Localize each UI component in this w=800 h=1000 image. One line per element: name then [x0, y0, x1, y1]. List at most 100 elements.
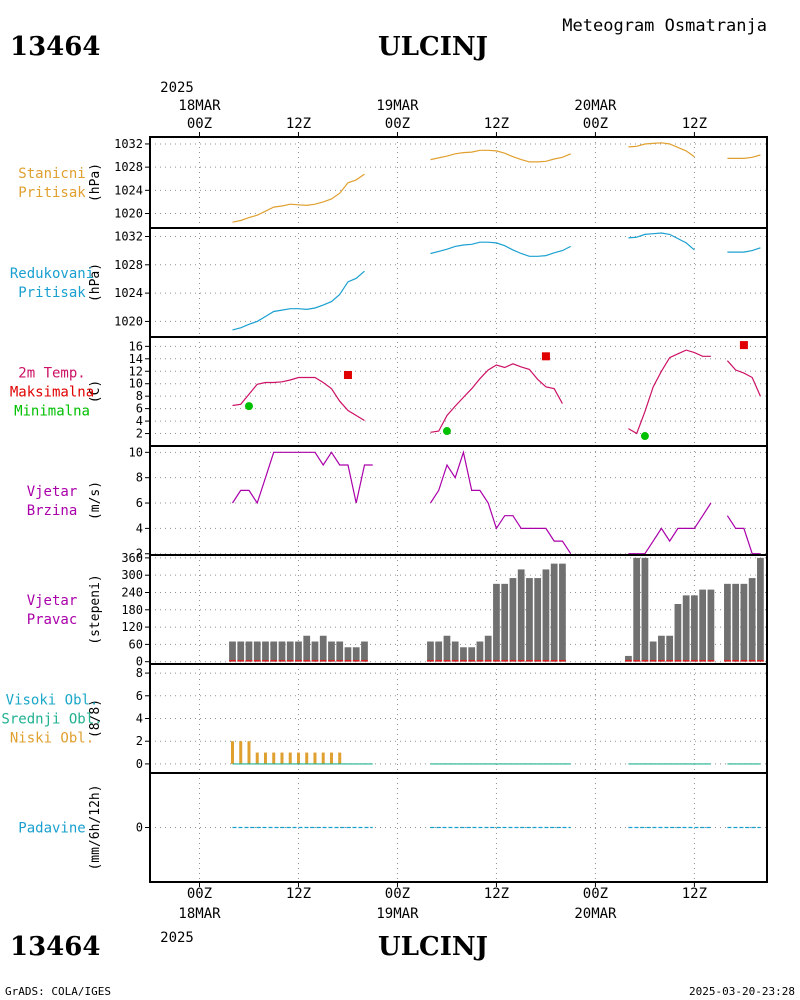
xtick-label-bottom-3: 12Z — [484, 886, 509, 902]
ytick-label-temp-1: 4 — [136, 414, 143, 428]
series-wind_dir-0-bar-11 — [319, 635, 327, 662]
series-clouds-0-bar-13 — [338, 752, 342, 764]
panel-clouds: 0 2 4 6 8 (8/8)Visoki Obl. Srednji Obl. Niski O… — [1, 663, 768, 774]
date-label-bottom-0: 18MAR — [178, 906, 221, 922]
panel-frame-redukovani — [149, 227, 768, 338]
xtick-label-top-1: 12Z — [286, 116, 311, 132]
panel-label-temp-0: 2m Temp. — [18, 366, 85, 382]
series-clouds-0-bar-11 — [321, 752, 325, 764]
series-wind_dir-0-bar-14 — [344, 647, 352, 662]
series-wind_dir-0-bar-10 — [311, 641, 319, 662]
ytick-label-stanicni-1: 1024 — [114, 183, 143, 197]
credit: GrADS: COLA/IGES — [5, 985, 111, 998]
series-wind_dir-0-bar-44 — [707, 589, 715, 662]
series-wind_dir-0-bar-9 — [303, 635, 311, 662]
series-temp-1-max-marker-2 — [739, 341, 748, 350]
ytick-label-stanicni-0: 1020 — [114, 207, 143, 221]
series-wind_dir-0-bar-47 — [740, 583, 748, 662]
xtick-label-top-0: 00Z — [187, 116, 212, 132]
panel-frame-precip — [149, 772, 768, 883]
series-wind_dir-0-bar-41 — [682, 595, 690, 662]
series-clouds-0-bar-7 — [288, 752, 292, 764]
panel-label-wind_speed-1: Brzina — [27, 503, 78, 519]
series-wind_dir-0-bar-29 — [526, 578, 533, 662]
series-wind_dir-0-bar-25 — [493, 583, 500, 662]
series-stanicni-0-segment-0 — [232, 173, 365, 223]
series-redukovani-0-segment-0 — [232, 270, 365, 331]
series-wind_dir-0-bar-42 — [691, 595, 698, 662]
series-wind_dir-0-bar-2 — [245, 641, 253, 662]
xtick-label-top-2: 00Z — [385, 116, 410, 132]
ytick-label-precip-0: 0 — [136, 821, 143, 835]
series-wind_dir-0-bar-30 — [534, 578, 542, 662]
series-wind_dir-0-bar-12 — [328, 641, 335, 662]
panel-label-temp-2: Minimalna — [14, 404, 90, 420]
series-wind_dir-0-bar-18 — [435, 641, 443, 662]
series-wind_dir-0-bar-43 — [699, 589, 707, 662]
series-redukovani-0-segment-1 — [430, 241, 571, 257]
unit-label-wind_speed: (m/s) — [88, 481, 103, 520]
series-stanicni-0-segment-1 — [430, 149, 571, 163]
station-id-top: 13464 — [10, 32, 100, 62]
unit-label-redukovani: (hPa) — [88, 263, 103, 302]
series-wind_dir-0-bar-26 — [501, 583, 509, 662]
xtick-label-top-5: 12Z — [682, 116, 707, 132]
series-temp-2-min-marker-2 — [640, 432, 649, 441]
panel-label-clouds-2: Niski Obl. — [10, 731, 94, 747]
ytick-label-stanicni-3: 1032 — [114, 137, 143, 151]
subtitle: Meteogram Osmatranja — [562, 16, 767, 36]
xtick-label-bottom-5: 12Z — [682, 886, 707, 902]
ytick-label-temp-4: 10 — [129, 377, 143, 391]
panel-redukovani: 1020 1024 1028 1032 (hPa)Redukovani Pritisak — [10, 227, 768, 338]
series-clouds-0-bar-1 — [239, 741, 243, 764]
panel-label-precip-0: Padavine — [18, 821, 85, 837]
unit-label-stanicni: (hPa) — [88, 163, 103, 202]
ytick-label-wind_dir-1: 60 — [129, 637, 143, 651]
panel-label-stanicni-0: Stanicni — [18, 166, 85, 182]
series-temp-0-segment-3 — [726, 360, 761, 397]
panel-label-wind_dir-0: Vjetar — [27, 593, 78, 609]
ytick-label-redukovani-2: 1028 — [114, 258, 143, 272]
station-id-bottom: 13464 — [10, 932, 100, 962]
date-label-top-4: 20MAR — [574, 98, 617, 114]
xtick-label-bottom-0: 00Z — [187, 886, 212, 902]
series-wind_speed-0-segment-2 — [628, 502, 712, 555]
date-label-top-0: 18MAR — [178, 98, 221, 114]
ytick-label-wind_dir-6: 360 — [121, 551, 143, 565]
ytick-label-stanicni-2: 1028 — [114, 160, 143, 174]
series-wind_dir-0-bar-27 — [509, 578, 517, 662]
series-wind_dir-0-bar-15 — [352, 647, 360, 662]
ytick-label-wind_speed-3: 8 — [136, 471, 143, 485]
series-wind_dir-0-bar-34 — [625, 655, 632, 662]
ytick-label-wind_speed-1: 4 — [136, 521, 143, 535]
series-wind_dir-0-bar-36 — [641, 557, 649, 662]
series-stanicni-0-segment-3 — [727, 154, 761, 159]
ytick-label-redukovani-0: 1020 — [114, 314, 143, 328]
series-wind_dir-0-bar-17 — [427, 641, 434, 662]
ytick-label-temp-6: 14 — [129, 352, 143, 366]
ytick-label-wind_dir-4: 240 — [121, 585, 143, 599]
unit-label-temp: (C) — [88, 380, 103, 403]
date-label-top-2: 19MAR — [376, 98, 419, 114]
series-wind_dir-0-bar-6 — [278, 641, 286, 662]
series-wind_dir-0-bar-8 — [295, 641, 302, 662]
panel-label-clouds-1: Srednji Obl. — [1, 712, 102, 728]
station-name-top: ULCINJ — [378, 32, 488, 62]
ytick-label-temp-0: 2 — [136, 427, 143, 441]
ytick-label-wind_dir-0: 0 — [136, 655, 143, 669]
series-wind_dir-0-bar-21 — [460, 647, 467, 662]
ytick-label-clouds-2: 4 — [136, 712, 143, 726]
unit-label-wind_dir: (stepeni) — [88, 574, 103, 644]
ytick-label-clouds-4: 8 — [136, 666, 143, 680]
series-clouds-0-bar-12 — [329, 752, 333, 764]
panel-label-wind_dir-1: Pravac — [27, 612, 78, 628]
panel-label-wind_speed-0: Vjetar — [27, 484, 78, 500]
ytick-label-clouds-3: 6 — [136, 689, 143, 703]
xtick-label-bottom-2: 00Z — [385, 886, 410, 902]
ytick-label-wind_speed-0: 2 — [136, 547, 143, 561]
panel-label-clouds-0: Visoki Obl. — [6, 693, 99, 709]
panel-wind_speed: 2 4 6 8 10 (m/s) Vjetar Brzina — [27, 445, 768, 561]
series-redukovani-0-segment-3 — [727, 247, 761, 253]
series-temp-1-max-marker-0 — [343, 370, 352, 379]
